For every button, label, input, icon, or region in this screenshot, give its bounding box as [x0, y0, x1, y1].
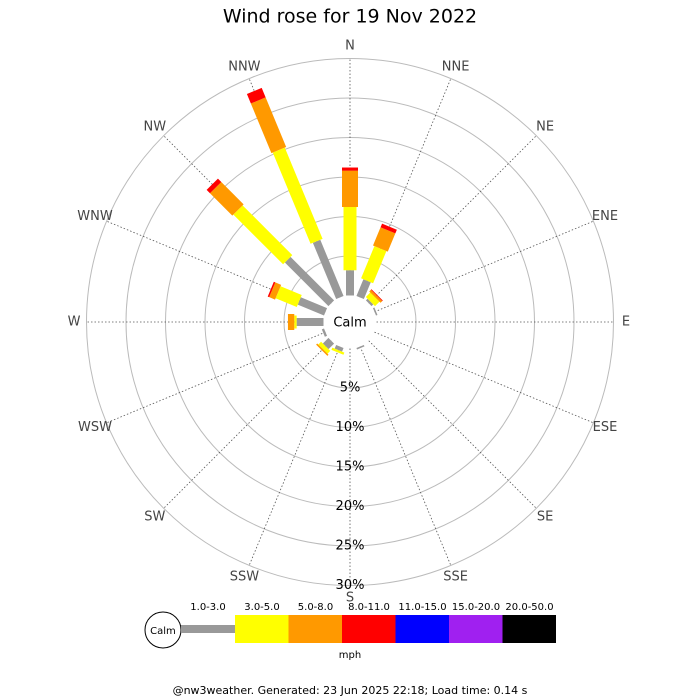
spoke [106, 331, 326, 424]
bar-segment [250, 97, 287, 154]
legend-label: 20.0-50.0 [505, 602, 553, 613]
bar-segment [312, 239, 344, 300]
ring-label: 15% [336, 460, 365, 475]
ring-label: 20% [336, 499, 365, 514]
bar-segment [284, 256, 335, 307]
bars [206, 87, 397, 356]
legend-label: 11.0-15.0 [398, 602, 446, 613]
bar-segment [316, 343, 329, 356]
bar-segment [365, 292, 380, 307]
legend-swatch [449, 615, 503, 643]
legend-calm-label: Calm [150, 626, 176, 637]
direction-label: WSW [78, 420, 112, 435]
spoke [374, 220, 594, 313]
ring-label: 30% [336, 578, 365, 593]
direction-label: WNW [77, 209, 113, 224]
direction-label: SW [144, 510, 165, 525]
spoke [163, 340, 332, 509]
ring [86, 58, 614, 586]
spoke [359, 346, 452, 566]
direction-label: NE [536, 119, 554, 134]
legend-swatch [502, 615, 556, 643]
direction-label: SE [537, 510, 553, 525]
calm-label: Calm [333, 316, 366, 331]
grid [86, 58, 614, 586]
legend-swatch [395, 615, 449, 643]
direction-label: SSW [230, 569, 260, 584]
bar-segment [334, 344, 344, 352]
bar-segment [275, 286, 302, 307]
bar-segment [372, 307, 378, 316]
legend-label: 8.0-11.0 [348, 602, 390, 613]
legend-swatch [288, 615, 342, 643]
spoke [248, 346, 341, 566]
legend-label: 15.0-20.0 [452, 602, 500, 613]
legend-swatch [181, 625, 235, 633]
legend-swatch [342, 615, 396, 643]
direction-label: E [622, 315, 630, 330]
bar-segment [373, 227, 396, 252]
legend-label: 1.0-3.0 [190, 602, 225, 613]
labels: N NNE NE ENE E ESE SE SSE S SSW SW WSW W WNW NW NNW 5% 10… [68, 39, 631, 606]
bar-segment [356, 279, 371, 300]
direction-label: NNW [228, 60, 260, 75]
spoke [368, 135, 537, 304]
direction-label: S [346, 591, 354, 606]
bar-segment [365, 298, 374, 307]
bar-segment [233, 205, 293, 265]
spoke [368, 340, 537, 509]
footer: @nw3weather. Generated: 23 Jun 2025 22:1… [173, 684, 528, 697]
direction-label: SSE [443, 569, 468, 584]
direction-label: NNE [442, 60, 470, 75]
bar-segment [269, 282, 282, 300]
ring-label: 25% [336, 539, 365, 554]
bar-segment [318, 341, 331, 354]
bar-segment [369, 289, 383, 303]
bar-segment [356, 344, 365, 350]
legend-title: mph [339, 650, 361, 661]
spoke [374, 331, 594, 424]
bar-segment [380, 223, 397, 234]
ring-label: 10% [336, 420, 365, 435]
bar-segment [331, 347, 345, 355]
bar-segment [209, 181, 244, 216]
bar-segment [370, 289, 383, 302]
bar-segment [321, 328, 328, 337]
bar-segment [272, 147, 323, 244]
direction-label: ENE [592, 209, 618, 224]
legend-label: 3.0-5.0 [244, 602, 279, 613]
direction-label: N [345, 39, 355, 54]
direction-label: NW [144, 119, 167, 134]
legend: Calm mph 1.0-3.0 3.0-5.0 5.0-8.0 8.0-11.0 11… [144, 602, 556, 661]
bar-segment [297, 297, 328, 316]
bar-segment [246, 87, 266, 104]
ring-label: 5% [340, 381, 361, 396]
bar-segment [267, 281, 276, 298]
calm-circle [328, 300, 372, 344]
bar-segment [206, 178, 222, 194]
direction-label: ESE [593, 420, 618, 435]
legend-label: 5.0-8.0 [298, 602, 333, 613]
bar-segment [322, 337, 335, 350]
legend-swatch [235, 615, 289, 643]
direction-label: W [68, 315, 81, 330]
bar-segment [361, 246, 387, 284]
chart-title: Wind rose for 19 Nov 2022 [223, 6, 477, 28]
